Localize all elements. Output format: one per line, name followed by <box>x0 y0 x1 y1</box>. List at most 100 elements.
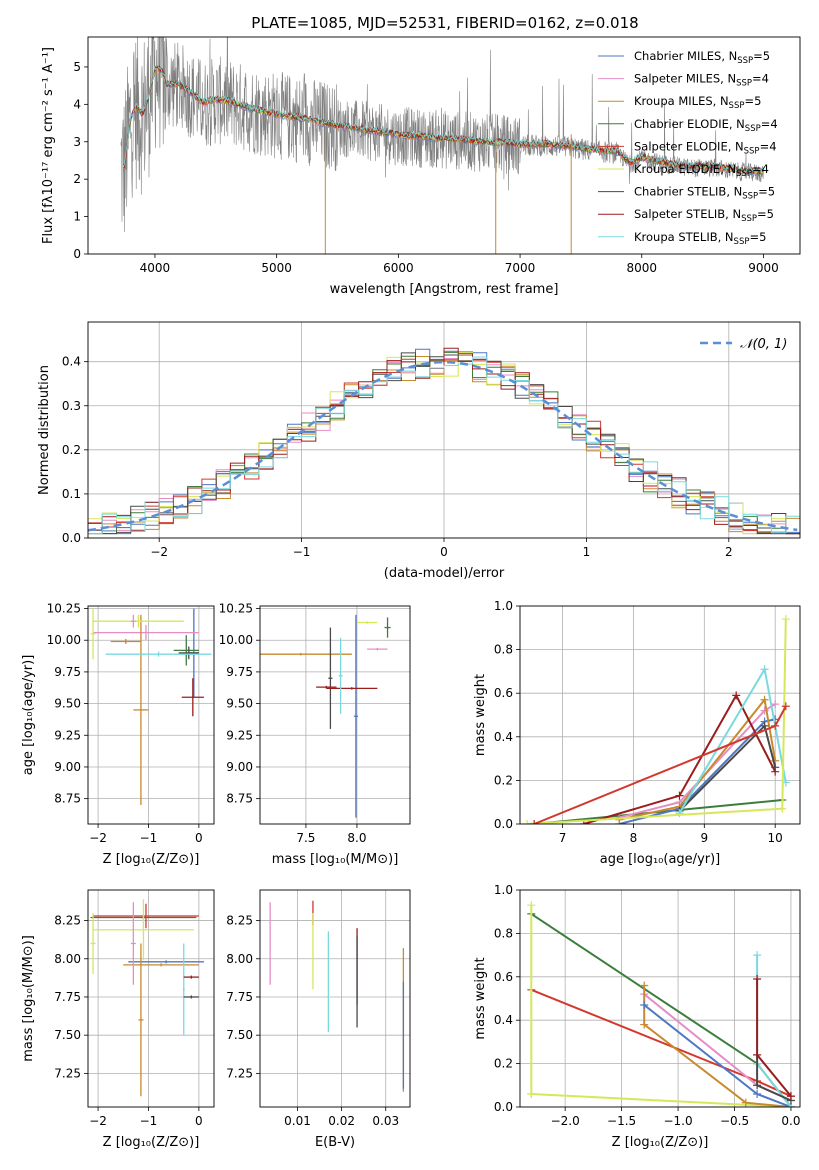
weight-vs-age-marker <box>760 695 769 704</box>
mass-vs-Z-frame <box>87 889 215 1108</box>
age-vs-Z-ytick-label: 9.75 <box>54 665 81 679</box>
weight-vs-Z-ytick-label: 0.0 <box>494 1100 513 1114</box>
legend-suffix: =4 <box>752 72 769 86</box>
mass-vs-ebv-plot-area <box>260 890 410 1107</box>
weight-vs-age-marker <box>530 820 539 824</box>
legend-label: Kroupa MILES, N <box>634 94 729 108</box>
residuals-ytick-label: 0.1 <box>62 487 81 501</box>
weight-vs-Z-frame <box>519 889 801 1108</box>
spectrum-ytick-label: 4 <box>73 97 81 111</box>
age-vs-mass-xtick-label: 8.0 <box>347 831 366 845</box>
weight-vs-age-xtick-label: 7 <box>559 831 567 845</box>
spectrum-xtick-label: 7000 <box>505 261 536 275</box>
age-vs-Z-xtick-label: −2 <box>89 831 107 845</box>
residuals-xtick-label: 0 <box>440 545 448 559</box>
weight-vs-Z-marker <box>741 1098 750 1107</box>
histogram-series-7 <box>88 347 800 535</box>
weight-vs-age-marker <box>771 721 780 730</box>
age-vs-mass-ytick-label: 9.25 <box>226 728 253 742</box>
mass-vs-Z-xtick-label: −2 <box>89 1114 107 1128</box>
mass-vs-ebv-ytick-label: 7.50 <box>226 1028 253 1042</box>
legend-label: Chabrier ELODIE, N <box>634 117 745 131</box>
weight-vs-Z-marker <box>527 901 536 910</box>
residuals-ytick-label: 0.3 <box>62 399 81 413</box>
spectrum-ylabel: Flux [fλ10⁻¹⁷ erg cm⁻² s⁻¹ A⁻¹] <box>41 47 56 244</box>
mass-vs-ebv-ytick-label: 8.25 <box>226 914 253 928</box>
weight-vs-Z-plot-area <box>520 890 800 1107</box>
weight-vs-age-xtick-label: 9 <box>700 831 708 845</box>
weight-vs-age-marker <box>771 763 780 772</box>
model-spectrum-line-8 <box>122 65 764 174</box>
residuals-xtick-label: 2 <box>725 545 733 559</box>
age-vs-Z-ytick-label: 8.75 <box>54 792 81 806</box>
mass-vs-ebv-xtick-label: 0.03 <box>372 1114 399 1128</box>
age-vs-mass-frame <box>259 605 411 825</box>
weight-vs-age-marker <box>771 700 780 709</box>
spectrum-panel: 4000 5000 6000 7000 8000 9000 0 1 2 3 4 5 wavelength… <box>41 36 801 297</box>
age-vs-Z-xtick-label: −1 <box>140 831 158 845</box>
weight-vs-age-marker <box>675 791 684 800</box>
legend-subscript: SSP <box>734 237 750 247</box>
spectrum-ytick-label: 3 <box>73 135 81 149</box>
age-vs-mass-panel: 7.5 8.0 8.75 9.00 9.25 9.50 9.75 10.00 10.25 mass… <box>219 602 411 867</box>
age-vs-Z-frame <box>87 605 215 825</box>
residuals-ytick-label: 0.2 <box>62 443 81 457</box>
weight-vs-Z-ytick-label: 0.4 <box>494 1013 513 1027</box>
legend-subscript: SSP <box>741 214 757 224</box>
weight-vs-age-marker <box>732 691 741 700</box>
weight-vs-age-marker <box>781 615 790 624</box>
mass-vs-ebv-xlabel: E(B-V) <box>315 1135 355 1150</box>
weight-vs-Z-xlabel: Z [log₁₀(Z/Z⊙)] <box>612 1135 709 1150</box>
age-vs-Z-plot-area <box>88 606 214 824</box>
weight-vs-age-ytick-label: 0.0 <box>494 817 513 831</box>
weight-vs-Z-xtick-label: −0.5 <box>720 1114 749 1128</box>
weight-vs-Z-xtick-label: −2.0 <box>551 1114 580 1128</box>
weight-vs-Z-xtick-label: −1.5 <box>607 1114 636 1128</box>
legend-suffix: =5 <box>758 185 775 199</box>
figure-title: PLATE=1085, MJD=52531, FIBERID=0162, z=0… <box>251 14 638 32</box>
mass-vs-ebv-xtick-label: 0.02 <box>328 1114 355 1128</box>
mass-vs-Z-xlabel: Z [log₁₀(Z/Z⊙)] <box>103 1135 200 1150</box>
age-vs-Z-ytick-label: 10.25 <box>47 602 81 616</box>
weight-vs-age-marker <box>760 665 769 674</box>
age-vs-mass-plot-area <box>260 606 410 824</box>
mass-vs-Z-ytick-label: 7.25 <box>54 1066 81 1080</box>
weight-vs-Z-marker <box>786 1092 795 1101</box>
weight-vs-Z-xtick-label: −1.0 <box>663 1114 692 1128</box>
age-vs-Z-xlabel: Z [log₁₀(Z/Z⊙)] <box>103 852 200 867</box>
mass-vs-ebv-ytick-label: 7.25 <box>226 1066 253 1080</box>
weight-vs-age-frame <box>519 605 801 825</box>
weight-vs-Z-marker <box>753 1050 762 1059</box>
legend-subscript: SSP <box>745 124 761 134</box>
legend-entry-4: Salpeter ELODIE, NSSP=4 <box>634 139 777 156</box>
weight-vs-age-ytick-label: 1.0 <box>494 599 513 613</box>
residuals-xtick-label: −1 <box>293 545 311 559</box>
weight-vs-Z-marker <box>640 981 649 990</box>
spectrum-ytick-label: 2 <box>73 172 81 186</box>
mass-vs-Z-xtick-label: −1 <box>140 1114 158 1128</box>
weight-vs-age-plot-area <box>520 606 800 824</box>
legend-label: Kroupa ELODIE, N <box>634 162 736 176</box>
spectrum-xtick-label: 5000 <box>261 261 292 275</box>
legend-suffix: =5 <box>744 94 761 108</box>
mass-vs-Z-xtick-label: 0 <box>195 1114 203 1128</box>
legend-entry-8: Kroupa STELIB, NSSP=5 <box>634 230 766 247</box>
weight-vs-age-line-3 <box>618 697 777 821</box>
residuals-xlabel: (data-model)/error <box>384 566 505 581</box>
mass-vs-ebv-xtick-label: 0.01 <box>284 1114 311 1128</box>
mass-vs-Z-ytick-label: 7.75 <box>54 990 81 1004</box>
mass-vs-Z-ylabel: mass [log₁₀(M/M⊙)] <box>21 935 36 1062</box>
weight-vs-Z-ylabel: mass weight <box>473 957 488 1039</box>
weight-vs-age-marker <box>778 804 787 813</box>
legend-subscript: SSP <box>744 146 760 156</box>
residuals-ytick-label: 0.4 <box>62 355 81 369</box>
legend-subscript: SSP <box>736 169 752 179</box>
spectrum-xtick-label: 4000 <box>140 261 171 275</box>
weight-vs-Z-panel: −2.0 −1.5 −1.0 −0.5 0.0 0.0 0.2 0.4 0.6 0.8 1.0 Z [… <box>473 883 801 1150</box>
weight-vs-Z-marker <box>753 951 762 960</box>
weight-vs-age-line-2 <box>618 703 776 819</box>
weight-vs-age-xtick-label: 8 <box>630 831 638 845</box>
age-vs-mass-ytick-label: 8.75 <box>226 792 253 806</box>
weight-vs-Z-line-2 <box>531 1093 792 1107</box>
legend-suffix: =5 <box>753 49 770 63</box>
